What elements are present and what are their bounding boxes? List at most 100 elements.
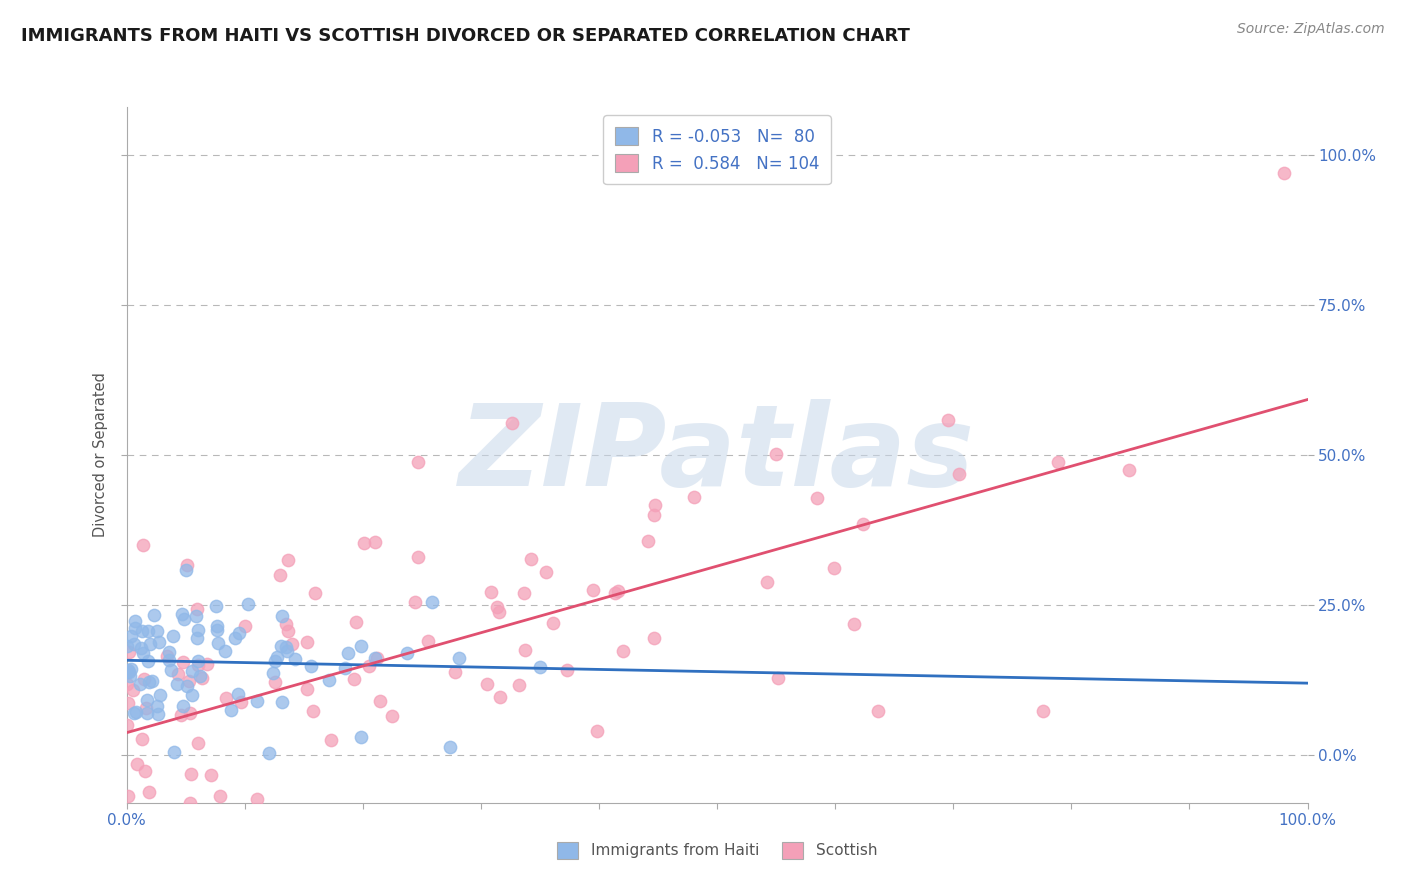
Point (1032, 704, 1054, 718)
Point (115, 639, 138, 653)
Point (842, 617, 865, 632)
Point (948, 467, 970, 482)
Point (179, 796, 201, 810)
Point (263, 674, 285, 689)
Point (381, 708, 404, 723)
Point (586, 724, 609, 739)
Point (246, 792, 269, 806)
Point (644, 498, 666, 512)
Point (125, 756, 148, 771)
Point (181, 689, 204, 703)
Point (187, 658, 209, 673)
Point (170, 708, 193, 723)
Point (124, 615, 146, 629)
Point (406, 455, 429, 469)
Point (187, 654, 209, 668)
Point (131, 624, 153, 639)
Point (181, 665, 204, 679)
Point (359, 659, 381, 673)
Point (486, 600, 509, 615)
Point (120, 669, 142, 683)
Point (172, 607, 194, 621)
Point (637, 534, 659, 549)
Point (366, 650, 388, 665)
Point (166, 838, 188, 852)
Point (228, 626, 250, 640)
Point (444, 665, 467, 680)
Point (264, 654, 287, 668)
Point (420, 595, 443, 609)
Point (520, 551, 543, 566)
Point (122, 637, 145, 651)
Point (936, 413, 959, 427)
Point (823, 561, 845, 575)
Point (224, 631, 246, 645)
Point (534, 565, 557, 579)
Point (132, 646, 155, 660)
Point (214, 643, 236, 657)
Point (187, 623, 209, 637)
Point (342, 673, 364, 687)
Point (276, 617, 298, 632)
Point (297, 831, 319, 846)
Point (233, 619, 256, 633)
Point (295, 682, 318, 697)
Point (335, 661, 357, 675)
Legend: Immigrants from Haiti, Scottish: Immigrants from Haiti, Scottish (551, 836, 883, 864)
Text: ZIPatlas: ZIPatlas (458, 400, 976, 510)
Point (363, 650, 385, 665)
Point (200, 768, 222, 782)
Point (207, 619, 229, 633)
Point (187, 736, 209, 750)
Point (270, 640, 292, 654)
Point (246, 694, 269, 708)
Point (477, 677, 499, 691)
Point (207, 636, 229, 650)
Point (350, 730, 373, 744)
Point (277, 553, 299, 567)
Point (176, 679, 198, 693)
Point (430, 821, 453, 835)
Point (406, 549, 429, 564)
Point (179, 706, 201, 721)
Point (868, 704, 890, 718)
Point (297, 635, 319, 649)
Point (174, 563, 197, 577)
Point (806, 491, 828, 505)
Point (115, 677, 138, 691)
Point (274, 640, 297, 654)
Point (148, 838, 170, 852)
Point (124, 705, 146, 719)
Point (190, 669, 212, 683)
Point (643, 631, 665, 645)
Point (501, 416, 523, 430)
Point (439, 740, 461, 755)
Point (299, 659, 322, 673)
Point (162, 745, 184, 759)
Point (281, 637, 304, 651)
Point (852, 516, 875, 531)
Point (172, 699, 194, 714)
Point (541, 615, 564, 630)
Point (138, 785, 160, 799)
Point (404, 595, 426, 609)
Point (209, 789, 232, 803)
Point (229, 695, 252, 709)
Point (271, 695, 294, 709)
Point (122, 682, 145, 697)
Point (195, 657, 218, 672)
Point (683, 490, 706, 504)
Point (149, 688, 172, 702)
Point (148, 635, 170, 649)
Point (277, 624, 299, 638)
Point (259, 746, 281, 760)
Point (221, 703, 243, 717)
Point (186, 631, 208, 645)
Point (238, 597, 260, 611)
Point (205, 623, 228, 637)
Point (157, 653, 180, 667)
Point (318, 673, 340, 688)
Point (205, 599, 228, 614)
Point (319, 732, 342, 747)
Point (134, 672, 156, 686)
